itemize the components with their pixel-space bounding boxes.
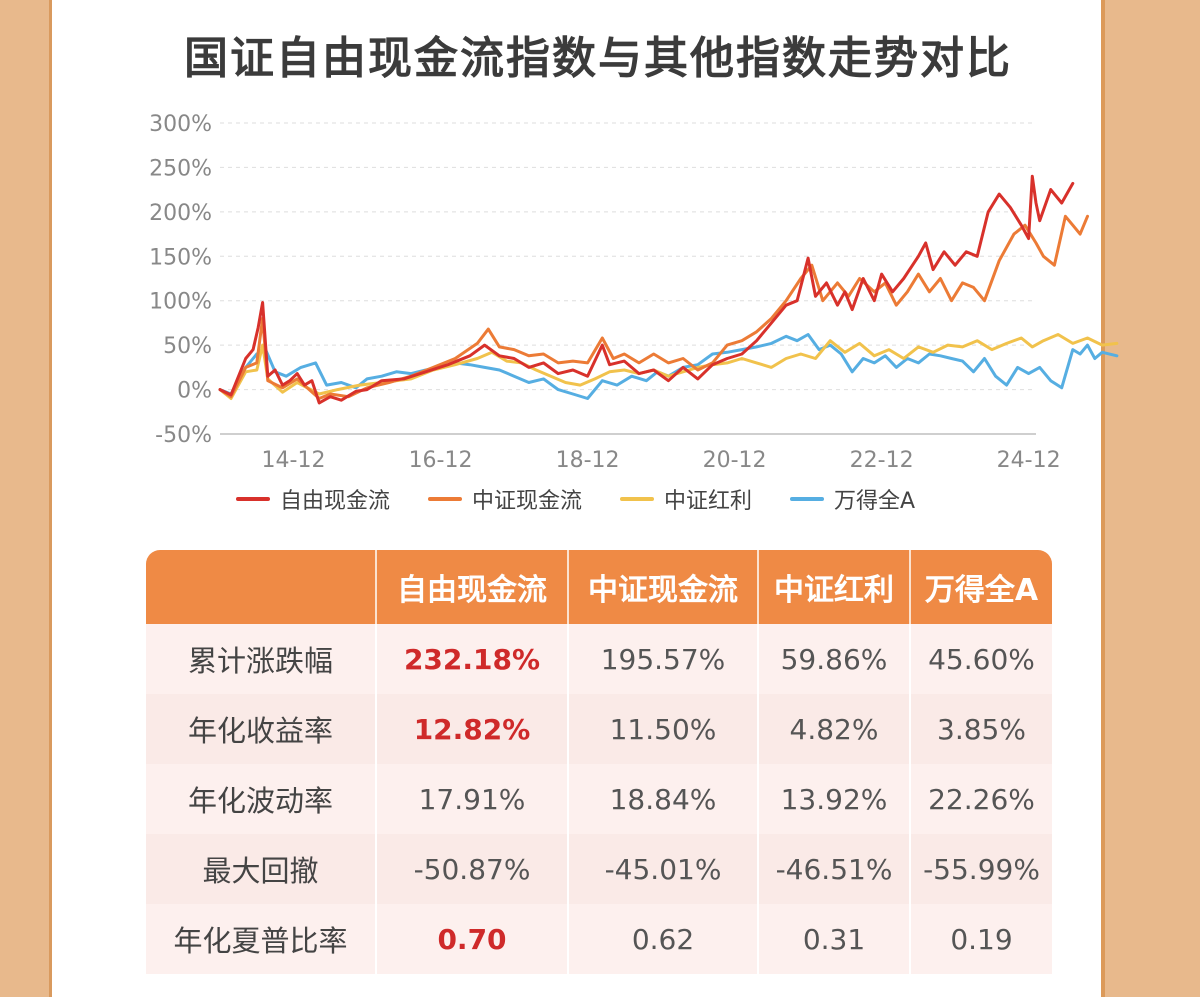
header-cell: 自由现金流 <box>375 550 568 624</box>
series-line <box>218 174 1075 405</box>
y-tick-label: 300% <box>149 112 212 137</box>
table-cell: 12.82% <box>375 694 568 764</box>
table-cell: -55.99% <box>909 834 1052 904</box>
line-chart: -50% 0% 50% 100% 150% 200% 250% 300% 14-12 16-12… <box>149 112 1119 473</box>
y-tick-label: 50% <box>163 334 212 359</box>
table-cell: 195.57% <box>567 624 758 694</box>
table-cell: 232.18% <box>375 624 568 694</box>
comparison-table: 自由现金流 中证现金流 中证红利 万得全A 累计涨跌幅 232.18% 195.… <box>146 550 1052 974</box>
table-cell: 13.92% <box>757 764 910 834</box>
x-axis-ticks: 14-12 16-12 18-12 20-12 22-12 24-12 <box>262 448 1061 473</box>
chart-legend: 自由现金流 中证现金流 中证红利 万得全A <box>236 484 953 514</box>
chart-series-lines <box>218 174 1119 405</box>
x-tick-label: 14-12 <box>262 448 326 473</box>
y-tick-label: -50% <box>155 423 212 448</box>
table-cell: 0.31 <box>757 904 910 974</box>
left-margin-band <box>0 0 52 997</box>
legend-swatch-4 <box>790 497 825 501</box>
table-cell: 3.85% <box>909 694 1052 764</box>
y-tick-label: 200% <box>149 201 212 226</box>
table-row: 年化波动率 17.91% 18.84% 13.92% 22.26% <box>146 764 1052 834</box>
header-cell: 中证现金流 <box>567 550 758 624</box>
table-row: 最大回撤 -50.87% -45.01% -46.51% -55.99% <box>146 834 1052 904</box>
table-header-row: 自由现金流 中证现金流 中证红利 万得全A <box>146 550 1052 624</box>
x-tick-label: 22-12 <box>850 448 914 473</box>
table-cell: 0.70 <box>375 904 568 974</box>
table-cell: 22.26% <box>909 764 1052 834</box>
row-label: 最大回撤 <box>146 834 376 904</box>
y-tick-label: 150% <box>149 245 212 270</box>
table-cell: 59.86% <box>757 624 910 694</box>
left-margin-edge <box>49 0 52 997</box>
legend-label-1: 自由现金流 <box>280 489 391 514</box>
x-tick-label: 20-12 <box>703 448 767 473</box>
legend-item-1: 自由现金流 <box>236 483 390 515</box>
series-line <box>218 333 1119 400</box>
header-cell-blank <box>146 550 376 624</box>
table-cell: -46.51% <box>757 834 910 904</box>
table-cell: 0.62 <box>567 904 758 974</box>
table-cell: -50.87% <box>375 834 568 904</box>
row-label: 年化波动率 <box>146 764 376 834</box>
table-cell: 4.82% <box>757 694 910 764</box>
legend-swatch-3 <box>620 497 655 501</box>
legend-item-4: 万得全A <box>790 483 915 515</box>
x-tick-label: 18-12 <box>556 448 620 473</box>
legend-swatch-1 <box>236 497 270 501</box>
table-row: 年化收益率 12.82% 11.50% 4.82% 3.85% <box>146 694 1052 764</box>
y-axis-ticks: -50% 0% 50% 100% 150% 200% 250% 300% <box>149 112 212 448</box>
right-margin-edge <box>1101 0 1105 997</box>
header-cell: 中证红利 <box>757 550 910 624</box>
table-cell: 18.84% <box>567 764 758 834</box>
table-cell: 45.60% <box>909 624 1052 694</box>
header-cell: 万得全A <box>909 550 1052 624</box>
y-tick-label: 100% <box>149 290 212 315</box>
x-tick-label: 24-12 <box>997 448 1061 473</box>
legend-item-3: 中证红利 <box>620 483 752 515</box>
y-tick-label: 0% <box>177 379 212 404</box>
row-label: 年化夏普比率 <box>146 904 376 974</box>
series-line <box>218 333 1119 400</box>
row-label: 累计涨跌幅 <box>146 624 376 694</box>
legend-item-2: 中证现金流 <box>428 483 582 515</box>
row-label: 年化收益率 <box>146 694 376 764</box>
table-row: 累计涨跌幅 232.18% 195.57% 59.86% 45.60% <box>146 624 1052 694</box>
table-cell: 0.19 <box>909 904 1052 974</box>
legend-swatch-2 <box>428 497 463 501</box>
legend-label-3: 中证红利 <box>664 489 753 514</box>
y-tick-label: 250% <box>149 156 212 181</box>
right-margin-band <box>1101 0 1200 997</box>
table-row: 年化夏普比率 0.70 0.62 0.31 0.19 <box>146 904 1052 974</box>
legend-label-2: 中证现金流 <box>472 489 583 514</box>
table-cell: -45.01% <box>567 834 758 904</box>
table-cell: 17.91% <box>375 764 568 834</box>
page-title: 国证自由现金流指数与其他指数走势对比 <box>184 33 1012 84</box>
legend-label-4: 万得全A <box>834 489 916 514</box>
x-tick-label: 16-12 <box>409 448 473 473</box>
table-cell: 11.50% <box>567 694 758 764</box>
